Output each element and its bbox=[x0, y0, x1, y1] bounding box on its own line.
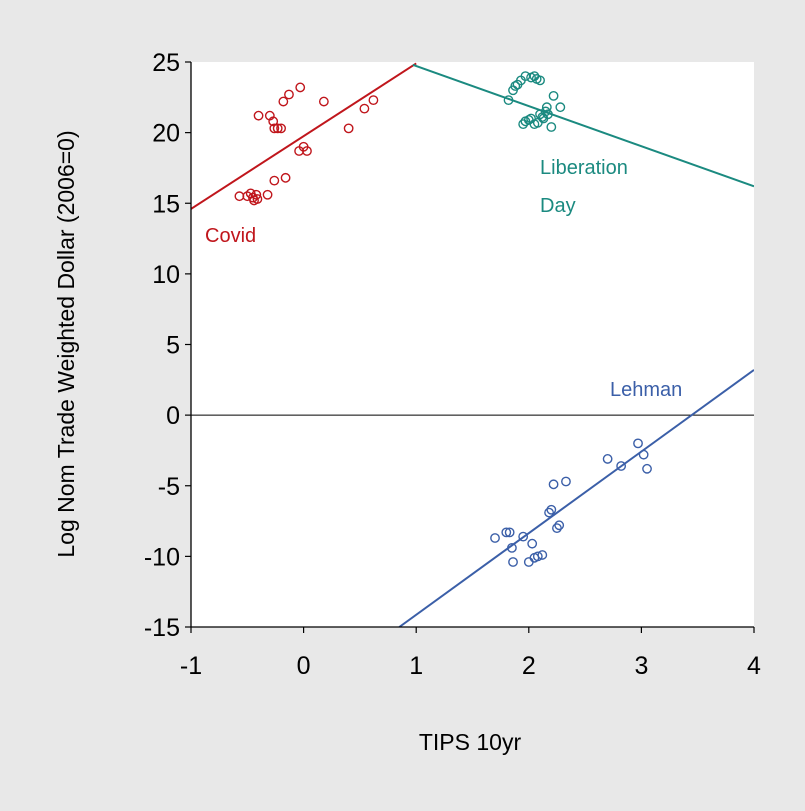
y-tick-label: 15 bbox=[152, 190, 180, 218]
data-point-2 bbox=[552, 523, 562, 534]
data-point-2 bbox=[490, 533, 500, 543]
x-tick-label: 2 bbox=[522, 652, 536, 680]
data-point-2 bbox=[548, 479, 559, 490]
data-point-1 bbox=[537, 112, 548, 122]
data-point-2 bbox=[546, 504, 557, 515]
data-point-2 bbox=[554, 520, 565, 531]
data-point-0 bbox=[343, 123, 354, 134]
data-point-2 bbox=[527, 538, 538, 549]
data-point-2 bbox=[633, 438, 643, 449]
data-point-0 bbox=[251, 189, 262, 200]
data-point-0 bbox=[272, 123, 283, 134]
data-point-0 bbox=[269, 175, 280, 186]
data-point-0 bbox=[302, 146, 312, 156]
data-point-2 bbox=[616, 461, 627, 471]
data-point-0 bbox=[318, 96, 329, 107]
data-point-0 bbox=[359, 103, 370, 114]
annotation-covid: Covid bbox=[205, 225, 256, 247]
x-tick-label: 1 bbox=[409, 652, 423, 680]
data-point-2 bbox=[518, 531, 529, 542]
data-point-2 bbox=[504, 527, 515, 538]
y-axis-ticks: 25 20 15 10 5 0 -5 -10 -15 bbox=[144, 49, 191, 642]
data-point-0 bbox=[276, 123, 286, 134]
y-tick-label: -10 bbox=[144, 543, 180, 571]
y-axis-label: Log Nom Trade Weighted Dollar (2006=0) bbox=[53, 130, 79, 557]
data-point-1 bbox=[541, 102, 552, 113]
data-point-2 bbox=[544, 507, 554, 518]
data-point-1 bbox=[546, 122, 557, 132]
x-axis-ticks: -1 0 1 2 3 4 bbox=[180, 627, 761, 680]
data-point-2 bbox=[532, 551, 543, 562]
annotation-liberation-day: Liberation bbox=[540, 157, 628, 179]
y-tick-label: -5 bbox=[158, 473, 180, 501]
data-point-1 bbox=[535, 75, 545, 86]
data-point-2 bbox=[537, 550, 548, 560]
annotations: Covid Liberation Day Lehman bbox=[205, 157, 682, 401]
y-tick-label: 20 bbox=[152, 120, 180, 148]
data-point-1 bbox=[510, 81, 521, 91]
y-tick-label: -15 bbox=[144, 614, 180, 642]
data-point-2 bbox=[561, 476, 571, 487]
data-point-0 bbox=[284, 89, 294, 100]
data-point-0 bbox=[252, 194, 263, 204]
y-tick-label: 5 bbox=[166, 332, 180, 360]
data-point-0 bbox=[269, 123, 280, 134]
y-tick-label: 0 bbox=[166, 402, 180, 430]
x-tick-label: 4 bbox=[747, 652, 761, 680]
annotation-liberation-day: Day bbox=[540, 195, 576, 217]
fit-line-2 bbox=[398, 369, 754, 627]
data-point-1 bbox=[503, 95, 514, 106]
data-point-1 bbox=[548, 91, 559, 101]
plot-area bbox=[191, 62, 754, 627]
y-tick-label: 10 bbox=[152, 261, 180, 289]
data-point-0 bbox=[280, 172, 291, 183]
data-point-0 bbox=[368, 95, 379, 106]
x-tick-label: 3 bbox=[634, 652, 648, 680]
data-point-2 bbox=[638, 449, 649, 460]
data-points bbox=[234, 71, 652, 567]
fit-line-1 bbox=[412, 63, 754, 188]
data-point-0 bbox=[295, 82, 306, 93]
x-axis-label: TIPS 10yr bbox=[419, 729, 522, 755]
data-point-2 bbox=[602, 454, 613, 464]
data-point-0 bbox=[253, 110, 264, 121]
y-tick-label: 25 bbox=[152, 49, 180, 77]
annotation-lehman: Lehman bbox=[610, 379, 682, 401]
x-tick-label: 0 bbox=[297, 652, 311, 680]
data-point-1 bbox=[555, 102, 566, 113]
data-point-2 bbox=[508, 557, 518, 567]
fit-lines bbox=[191, 62, 754, 627]
data-point-1 bbox=[543, 109, 553, 120]
data-point-2 bbox=[507, 543, 517, 553]
data-point-0 bbox=[262, 189, 273, 200]
x-tick-label: -1 bbox=[180, 652, 202, 680]
data-point-0 bbox=[278, 96, 289, 107]
data-point-2 bbox=[642, 463, 652, 474]
data-point-0 bbox=[268, 116, 279, 127]
fit-line-0 bbox=[191, 62, 417, 210]
data-point-2 bbox=[501, 527, 512, 538]
